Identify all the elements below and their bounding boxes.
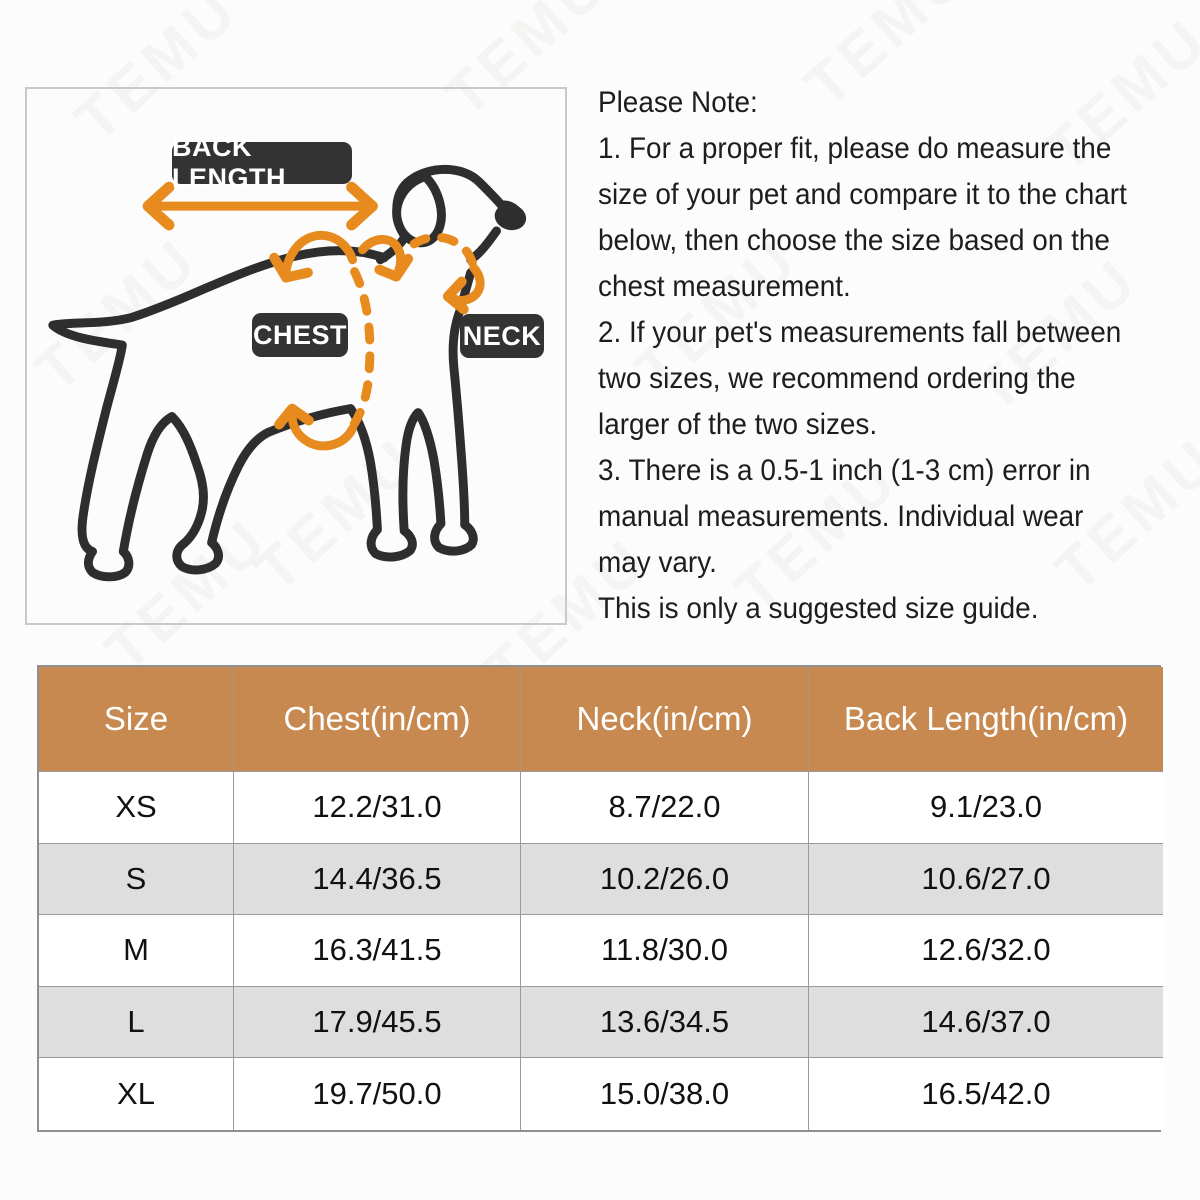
- dog-nose: [494, 203, 527, 231]
- chest-label: CHEST: [252, 313, 348, 357]
- table-cell-neck: 11.8/30.0: [521, 915, 809, 987]
- table-cell-neck: 15.0/38.0: [521, 1058, 809, 1130]
- arrow-head-icon: [374, 253, 414, 282]
- table-cell-chest: 17.9/45.5: [234, 986, 521, 1059]
- size-chart-table: Size Chest(in/cm) Neck(in/cm) Back Lengt…: [37, 665, 1163, 1132]
- note-line: two sizes, we recommend ordering the: [598, 362, 1076, 395]
- neck-label: NECK: [460, 314, 544, 358]
- table-cell-chest: 19.7/50.0: [234, 1058, 521, 1130]
- note-line: This is only a suggested size guide.: [598, 592, 1039, 625]
- table-cell-back-length: 16.5/42.0: [809, 1058, 1163, 1130]
- dog-body-outline: [48, 164, 524, 582]
- table-cell-size: L: [39, 986, 234, 1059]
- dog-line-art: [48, 164, 527, 582]
- arrow-head-icon: [269, 252, 313, 283]
- table-cell-neck: 10.2/26.0: [521, 843, 809, 916]
- arrow-head-right-icon: [346, 181, 378, 231]
- note-line: larger of the two sizes.: [598, 408, 878, 441]
- table-cell-chest: 16.3/41.5: [234, 915, 521, 987]
- chest-girth-top-arc: [281, 230, 358, 277]
- note-line: may vary.: [598, 546, 717, 579]
- table-cell-back-length: 12.6/32.0: [809, 915, 1163, 987]
- table-cell-back-length: 10.6/27.0: [809, 843, 1163, 916]
- please-note-section: Please Note: 1. For a proper fit, please…: [598, 80, 1193, 632]
- column-header-neck: Neck(in/cm): [521, 667, 809, 772]
- table-cell-chest: 14.4/36.5: [234, 843, 521, 916]
- table-cell-back-length: 9.1/23.0: [809, 772, 1163, 844]
- arrow-head-icon: [442, 276, 469, 315]
- table-cell-back-length: 14.6/37.0: [809, 986, 1163, 1059]
- column-header-size: Size: [39, 667, 234, 772]
- neck-girth-dashed: [409, 232, 478, 269]
- note-title: Please Note:: [598, 86, 758, 119]
- table-cell-neck: 8.7/22.0: [521, 772, 809, 844]
- dog-ear: [392, 172, 446, 248]
- measurement-arrows: [142, 181, 485, 451]
- note-line: size of your pet and compare it to the c…: [598, 178, 1127, 211]
- note-line: 2. If your pet's measurements fall betwe…: [598, 316, 1122, 349]
- note-line: chest measurement.: [598, 270, 851, 303]
- table-cell-size: M: [39, 915, 234, 987]
- note-line: 1. For a proper fit, please do measure t…: [598, 132, 1112, 165]
- column-header-chest: Chest(in/cm): [234, 667, 521, 772]
- arrow-head-icon: [274, 403, 314, 430]
- note-line: 3. There is a 0.5-1 inch (1-3 cm) error …: [598, 454, 1091, 487]
- chest-girth-dashed: [348, 267, 375, 431]
- arrow-head-left-icon: [142, 181, 175, 231]
- table-cell-size: XL: [39, 1058, 234, 1130]
- table-cell-size: S: [39, 843, 234, 916]
- table-cell-chest: 12.2/31.0: [234, 772, 521, 844]
- column-header-back-length: Back Length(in/cm): [809, 667, 1163, 772]
- back-length-label: BACK LENGTH: [172, 132, 352, 193]
- table-cell-neck: 13.6/34.5: [521, 986, 809, 1059]
- dog-measurement-diagram: BACK LENGTH CHEST NECK: [25, 87, 567, 625]
- chest-girth-bottom-arc: [287, 410, 358, 451]
- table-cell-size: XS: [39, 772, 234, 844]
- note-line: manual measurements. Individual wear: [598, 500, 1084, 533]
- note-line: below, then choose the size based on the: [598, 224, 1110, 257]
